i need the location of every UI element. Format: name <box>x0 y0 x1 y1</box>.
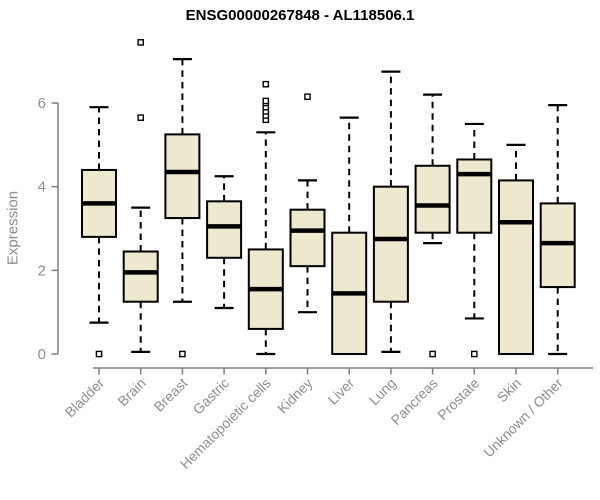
box-lung <box>372 185 409 303</box>
x-tick-label-skin: Skin <box>494 375 525 406</box>
box-gastric <box>206 200 243 259</box>
x-tick-label-breast: Breast <box>151 375 191 415</box>
outlier-brain <box>137 39 145 46</box>
outlier-kidney <box>304 93 311 101</box>
outlier-breast <box>179 350 186 358</box>
box-prostate <box>456 158 493 234</box>
x-tick-label-prostate: Prostate <box>434 375 482 423</box>
x-tick-label-kidney: Kidney <box>274 375 316 417</box>
outlier-prostate <box>471 350 478 358</box>
y-tick-label: 2 <box>38 262 46 279</box>
y-tick-label: 4 <box>38 179 46 196</box>
box-kidney <box>289 208 326 268</box>
x-tick-label-brain: Brain <box>114 375 148 409</box>
outlier-bladder <box>95 350 103 358</box>
x-tick-label-unknown-other: Unknown / Other <box>480 375 566 461</box>
outlier-hematopoietic-cells <box>262 80 270 88</box>
box-breast <box>164 133 201 220</box>
outlier-pancreas <box>429 350 436 358</box>
x-tick-label-lung: Lung <box>366 375 399 408</box>
box-skin <box>498 179 534 355</box>
y-tick-label: 0 <box>38 346 46 363</box>
outlier-brain <box>137 114 145 121</box>
x-tick-label-bladder: Bladder <box>62 375 108 421</box>
box-brain <box>122 250 159 303</box>
chart-title: ENSG00000267848 - AL118506.1 <box>185 7 415 24</box>
y-tick-label: 6 <box>38 95 46 112</box>
box-pancreas <box>414 164 451 234</box>
x-tick-label-liver: Liver <box>325 375 358 408</box>
outlier-hematopoietic-cells <box>262 97 270 105</box>
